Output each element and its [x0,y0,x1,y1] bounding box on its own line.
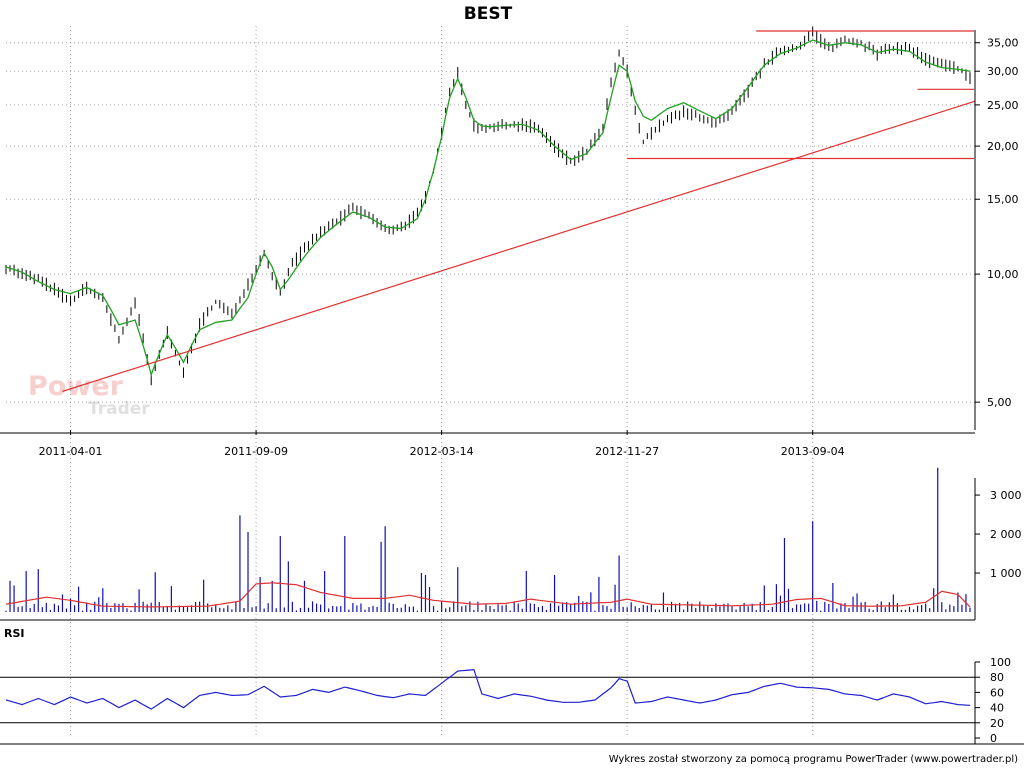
volume-average-line [5,582,971,608]
volume-tick-label: 2 000 [990,528,1022,541]
date-tick-label: 2011-09-09 [224,445,288,458]
rsi-panel: RSI 0 20 40 60 80 100 [0,627,1024,745]
moving-average-line [5,39,971,377]
price-tick-label: 10,00 [987,268,1019,281]
rsi-grid [0,676,1024,745]
volume-tick-label: 3 000 [990,489,1022,502]
price-tick-label: 20,00 [987,140,1019,153]
rsi-tick-label: 80 [990,671,1004,684]
rsi-tick-label: 20 [990,717,1004,730]
powertrader-watermark: Power Trader [28,371,150,419]
moving-average-path [5,39,971,377]
price-bars [5,26,971,386]
volume-tick-label: 1 000 [990,567,1022,580]
trendlines [62,30,976,392]
price-tick-label: 5,00 [987,396,1012,409]
date-tick-label: 2012-03-14 [410,445,474,458]
price-panel: 5,00 10,00 15,00 20,00 25,00 30,00 35,00 2011-… [0,26,1019,738]
price-tick-label: 35,00 [987,37,1019,50]
rsi-path [5,668,971,710]
trendline-line [62,100,976,392]
rsi-title: RSI [4,627,25,640]
price-y-axis: 5,00 10,00 15,00 20,00 25,00 30,00 35,00 [974,30,1019,430]
svg-text:Power: Power [28,371,124,402]
svg-text:Trader: Trader [88,399,150,419]
rsi-line [5,668,971,710]
chart-title: BEST [464,4,513,24]
volume-panel: 1 000 2 000 3 000 [0,467,1022,621]
date-tick-label: 2011-04-01 [39,445,103,458]
date-tick-label: 2013-09-04 [781,445,845,458]
volume-y-axis: 1 000 2 000 3 000 [974,478,1022,620]
date-x-axis: 2011-04-01 2011-09-09 2012-03-14 2012-11-27… [0,430,975,458]
price-grid [6,26,975,738]
price-tick-label: 15,00 [987,193,1019,206]
price-tick-label: 25,00 [987,99,1019,112]
rsi-y-axis: 0 20 40 60 80 100 [974,656,1011,745]
rsi-tick-label: 0 [990,732,997,745]
volume-average-path [5,582,971,608]
rsi-tick-label: 100 [990,656,1011,669]
volume-bars [5,467,971,612]
rsi-tick-label: 60 [990,686,1004,699]
rsi-tick-label: 40 [990,702,1004,715]
price-tick-label: 30,00 [987,65,1019,78]
date-tick-label: 2012-11-27 [595,445,659,458]
footer-credit: Wykres został stworzony za pomocą progra… [608,754,1018,765]
